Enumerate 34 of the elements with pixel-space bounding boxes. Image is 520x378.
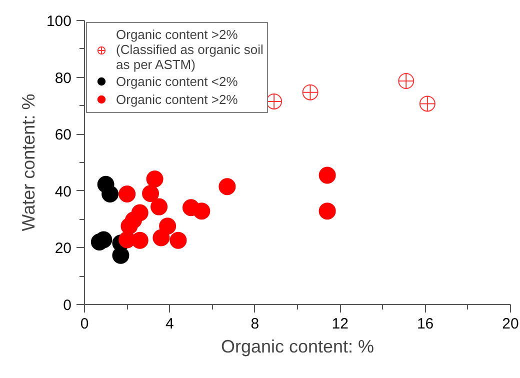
point [318,202,336,220]
point [419,96,436,112]
x-tick-label: 8 [250,316,260,332]
point [302,84,318,100]
point [146,170,164,188]
x-tick-label: 20 [502,316,519,332]
point [266,93,282,110]
x-tick-label: 12 [332,316,348,332]
point [170,232,187,249]
x-axis-title: Organic content: % [220,336,374,356]
point [218,178,236,196]
legend-label: Organic content >2% [116,92,238,106]
y-tick-label: 60 [54,126,72,144]
y-tick-label: 0 [63,297,72,314]
x-tick-label: 0 [80,316,89,332]
point [142,184,160,202]
point [159,218,176,235]
point [102,186,119,203]
point [150,198,168,216]
point [118,186,136,203]
y-axis-title: Water content: % [18,94,38,232]
legend-label: Organic content >2% (Classified as organic soil as per ASTM) [116,27,264,72]
y-tick-label: 80 [54,70,72,87]
y-tick-label: 100 [46,13,72,30]
x-tick-label: 4 [166,316,174,332]
point [193,202,210,220]
y-tick-label: 20 [54,240,72,258]
x-tick-label: 16 [416,316,434,332]
point [398,72,414,89]
y-tick-label: 40 [54,183,72,200]
point [318,166,336,184]
legend-label: Organic content <2% [116,74,238,88]
point [120,218,138,235]
point [131,232,148,249]
